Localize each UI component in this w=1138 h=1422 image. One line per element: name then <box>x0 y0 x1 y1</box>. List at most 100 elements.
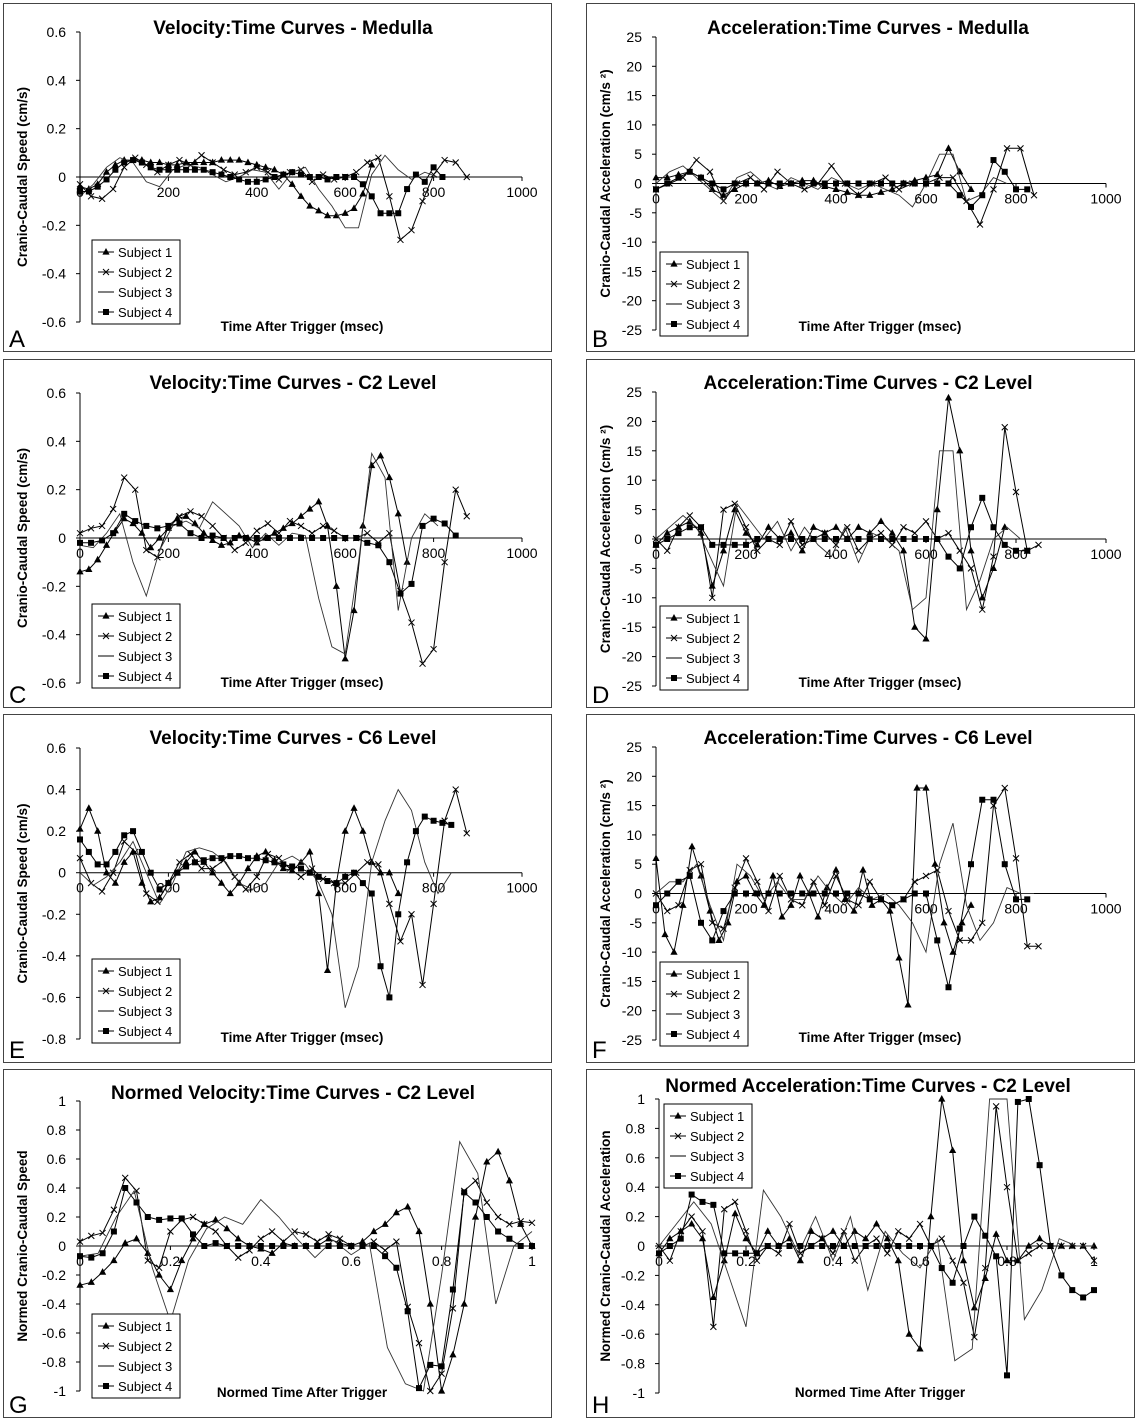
y-tick-label: -10 <box>622 590 642 606</box>
y-tick-label: -0.4 <box>42 1296 66 1312</box>
x-tick-label: 0 <box>652 901 660 917</box>
data-point <box>333 174 340 180</box>
data-point <box>868 901 876 908</box>
data-point <box>675 174 682 181</box>
data-point <box>1036 1234 1044 1242</box>
legend-marker <box>102 632 110 640</box>
data-point <box>323 211 332 219</box>
data-point <box>165 166 172 173</box>
data-point <box>797 1249 804 1257</box>
data-point <box>275 535 282 541</box>
data-point <box>1025 1242 1033 1249</box>
data-point <box>720 1205 728 1213</box>
y-tick-label: -0.4 <box>42 948 66 964</box>
data-point <box>370 1243 377 1249</box>
data-point <box>264 168 272 176</box>
data-point <box>103 176 110 183</box>
y-tick-label: 0 <box>634 886 642 902</box>
data-point <box>720 506 727 513</box>
data-point <box>262 163 270 170</box>
data-point <box>699 1227 706 1235</box>
data-point <box>94 861 101 868</box>
data-point <box>87 524 95 532</box>
data-point <box>832 866 840 873</box>
data-point <box>271 859 278 866</box>
data-point <box>463 512 471 520</box>
data-point <box>94 555 102 563</box>
data-point <box>85 804 93 811</box>
data-point <box>298 535 304 541</box>
x-tick-label: 0 <box>652 546 660 562</box>
data-point <box>77 539 83 546</box>
data-point <box>652 173 660 181</box>
data-point <box>393 1264 400 1271</box>
data-point <box>855 191 862 199</box>
data-point <box>967 901 975 908</box>
x-tick-label: 600 <box>914 901 938 917</box>
data-point <box>147 897 155 905</box>
data-point <box>517 1217 525 1225</box>
legend-label: Subject 4 <box>690 1169 744 1184</box>
data-point <box>979 494 986 501</box>
data-point <box>1001 861 1008 868</box>
data-point <box>77 188 83 195</box>
y-tick-label: -0.4 <box>42 266 66 282</box>
data-point <box>156 166 163 173</box>
data-point <box>408 910 415 918</box>
data-point <box>743 890 749 897</box>
data-point <box>76 825 84 832</box>
data-point <box>798 901 806 909</box>
data-point <box>374 861 382 868</box>
data-point <box>144 1214 151 1220</box>
data-point <box>165 522 172 529</box>
legend-label: Subject 3 <box>686 1007 740 1022</box>
y-tick-label: -20 <box>622 1003 642 1019</box>
data-point <box>314 1243 321 1249</box>
data-point <box>731 505 739 513</box>
data-point <box>709 937 716 944</box>
y-tick-label: 20 <box>626 413 642 429</box>
data-point <box>1012 854 1020 862</box>
data-point <box>76 529 84 537</box>
data-point <box>412 171 419 178</box>
x-tick-label: 1000 <box>1090 191 1121 207</box>
legend-label: Subject 2 <box>118 265 172 280</box>
data-point <box>209 868 217 876</box>
data-point <box>888 185 896 192</box>
data-point <box>87 1232 95 1240</box>
y-tick-label: 15 <box>626 798 642 814</box>
y-tick-label: -0.8 <box>42 1031 66 1047</box>
data-point <box>933 170 941 178</box>
data-point <box>927 1243 934 1249</box>
chart-panel-d: Acceleration:Time Curves - C2 Level 25 20 1… <box>586 359 1135 709</box>
data-point <box>981 1264 989 1272</box>
data-point <box>821 536 828 542</box>
data-point <box>351 869 358 876</box>
data-point <box>109 869 117 877</box>
data-point <box>303 1243 309 1249</box>
data-point <box>155 158 164 166</box>
data-point <box>990 186 997 193</box>
data-point <box>393 1238 400 1246</box>
legend-marker <box>670 280 678 288</box>
data-point <box>931 860 939 867</box>
y-tick-label: 0 <box>634 531 642 547</box>
data-point <box>990 157 997 164</box>
data-point <box>776 541 784 549</box>
series-subject-4 <box>77 1185 535 1392</box>
data-point <box>404 1202 412 1210</box>
data-point <box>506 1235 513 1242</box>
data-point <box>77 1253 83 1260</box>
x-tick-label: 200 <box>157 184 181 200</box>
data-point <box>1024 186 1031 193</box>
data-point <box>967 937 975 944</box>
data-point <box>971 1213 978 1220</box>
data-point <box>223 1224 231 1232</box>
data-point <box>731 1198 739 1206</box>
data-point <box>797 1243 804 1249</box>
data-point <box>182 512 190 519</box>
data-point <box>408 226 415 234</box>
data-point <box>121 510 128 517</box>
data-point <box>840 1227 848 1235</box>
data-point <box>483 1157 491 1165</box>
